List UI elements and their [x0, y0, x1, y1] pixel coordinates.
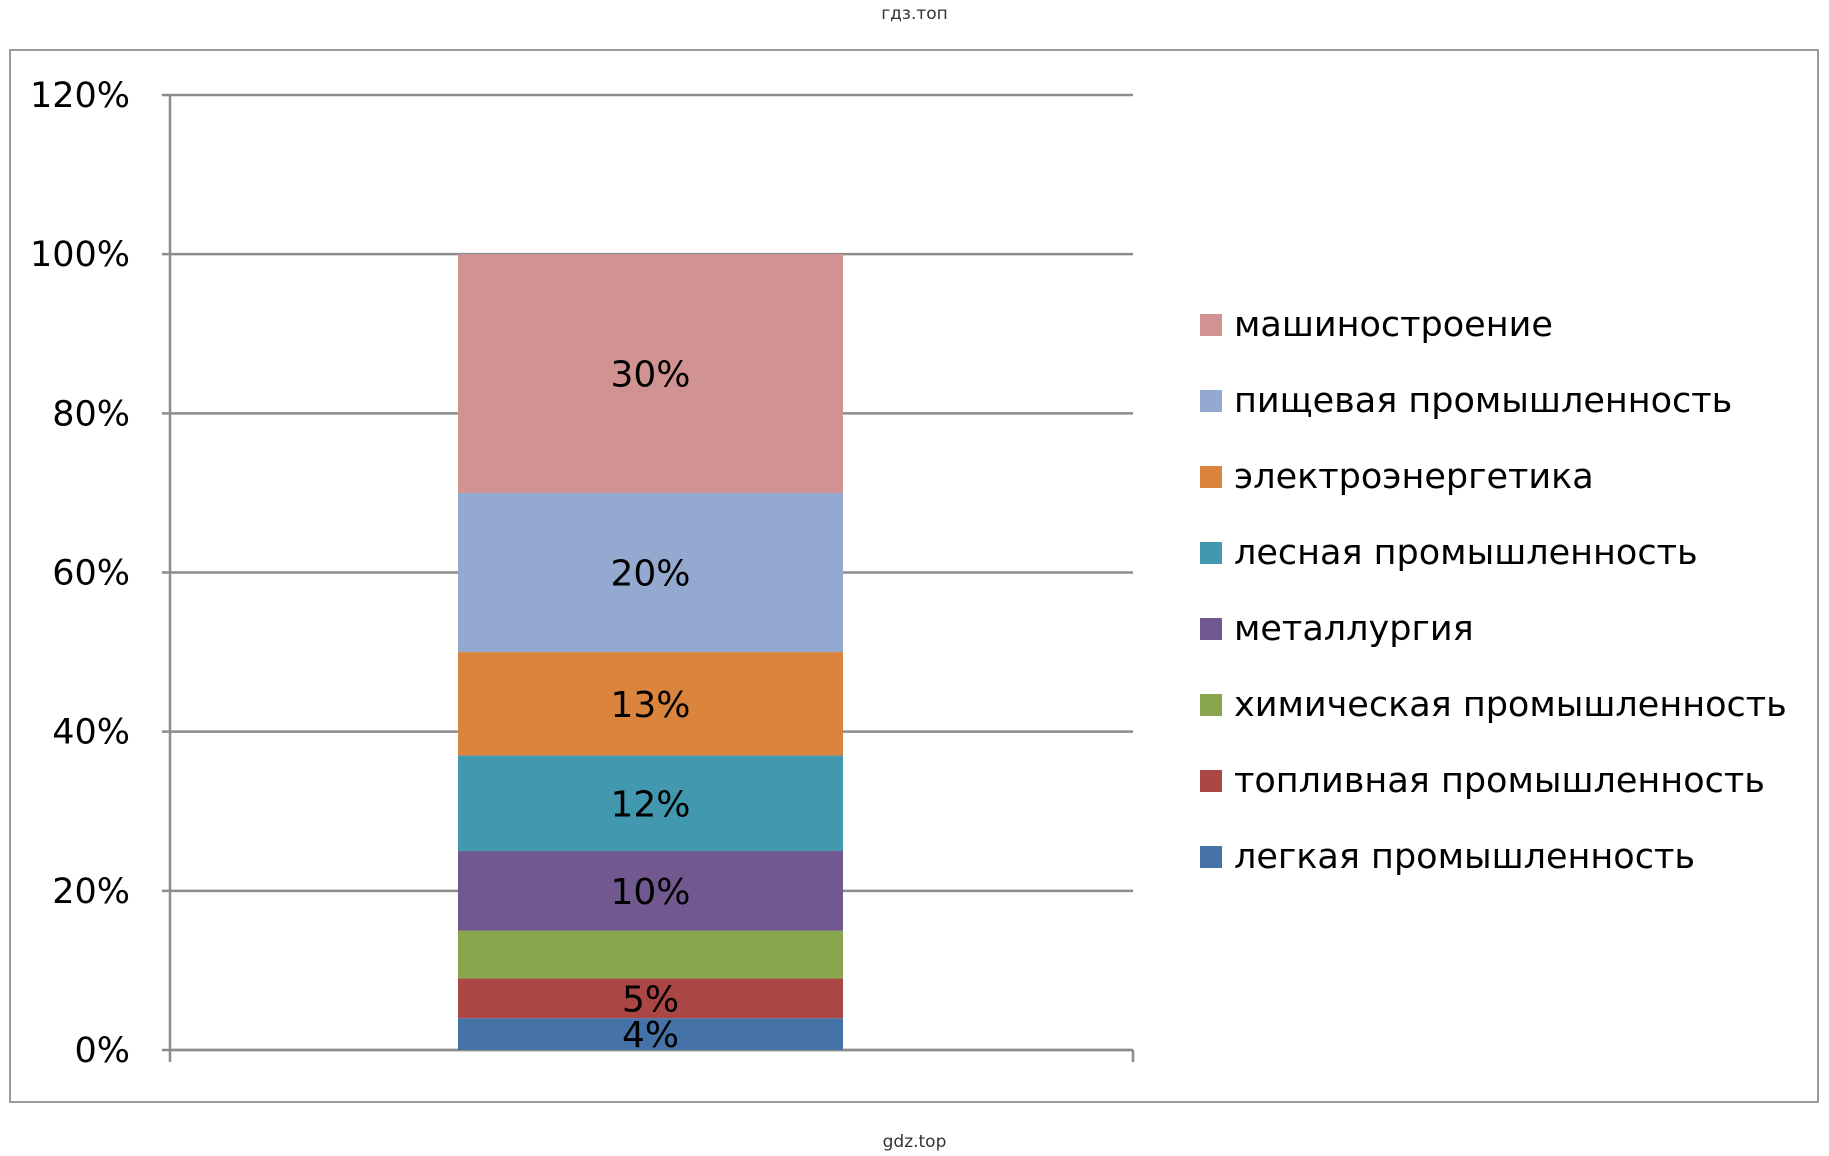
legend-item: химическая промышленность: [1200, 667, 1787, 743]
legend-item: лесная промышленность: [1200, 515, 1787, 591]
y-tick-label: 40%: [52, 713, 130, 753]
data-label: 13%: [610, 685, 690, 726]
legend-swatch: [1200, 694, 1222, 716]
legend-label: химическая промышленность: [1234, 685, 1787, 725]
bar-segment: [458, 978, 843, 1019]
y-tick-label: 100%: [30, 235, 130, 275]
data-label: 20%: [610, 554, 690, 595]
legend-item: топливная промышленность: [1200, 743, 1787, 819]
data-label: 5%: [622, 979, 679, 1020]
chart-legend: машиностроение пищевая промышленность элек…: [1200, 287, 1787, 895]
bar-segment: [458, 254, 843, 493]
legend-swatch: [1200, 390, 1222, 412]
bar-segment: [458, 492, 843, 653]
bar-segment: [458, 930, 843, 979]
legend-label: металлургия: [1234, 609, 1474, 649]
legend-item: электроэнергетика: [1200, 439, 1787, 515]
watermark-bottom: gdz.top: [882, 1132, 947, 1152]
data-label: 12%: [610, 784, 690, 825]
legend-swatch: [1200, 846, 1222, 868]
bar-segment: [458, 652, 843, 756]
legend-swatch: [1200, 314, 1222, 336]
y-tick-label: 120%: [30, 76, 130, 116]
data-label: 10%: [610, 872, 690, 913]
legend-item: металлургия: [1200, 591, 1787, 667]
bar-segment: [458, 1018, 843, 1050]
bar-segment: [458, 851, 843, 931]
data-label: 4%: [622, 1015, 679, 1056]
legend-item: пищевая промышленность: [1200, 363, 1787, 439]
legend-label: пищевая промышленность: [1234, 381, 1733, 421]
legend-swatch: [1200, 466, 1222, 488]
legend-label: лесная промышленность: [1234, 533, 1698, 573]
legend-swatch: [1200, 542, 1222, 564]
legend-label: электроэнергетика: [1234, 457, 1594, 497]
legend-item: легкая промышленность: [1200, 819, 1787, 895]
bar-segment: [458, 755, 843, 852]
y-tick-label: 80%: [52, 394, 130, 434]
watermark-top: гдз.топ: [881, 4, 948, 24]
legend-swatch: [1200, 618, 1222, 640]
legend-label: топливная промышленность: [1234, 761, 1765, 801]
legend-swatch: [1200, 770, 1222, 792]
data-label: 30%: [610, 355, 690, 396]
y-tick-label: 0%: [74, 1031, 130, 1071]
chart-frame: [9, 49, 1819, 1103]
legend-label: легкая промышленность: [1234, 837, 1695, 877]
y-tick-label: 60%: [52, 554, 130, 594]
y-tick-label: 20%: [52, 872, 130, 912]
legend-label: машиностроение: [1234, 305, 1553, 345]
legend-item: машиностроение: [1200, 287, 1787, 363]
